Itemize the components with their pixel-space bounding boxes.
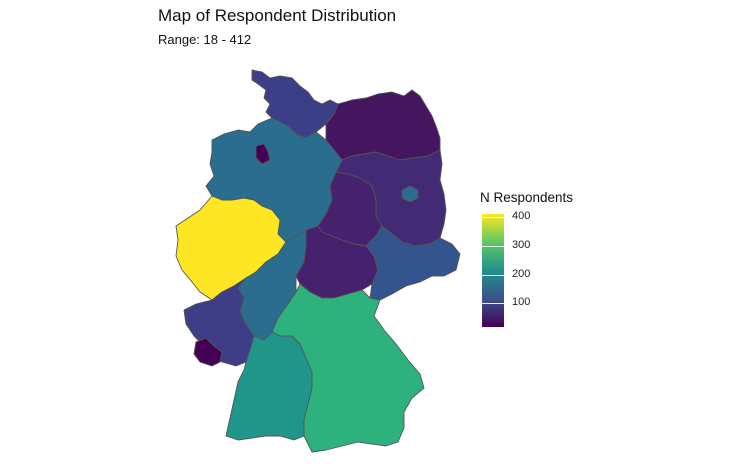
region-sachsen[interactable] — [365, 225, 461, 301]
legend-tick — [482, 303, 504, 305]
legend-title: N Respondents — [480, 190, 574, 205]
region-mecklenburg-vorpommern[interactable] — [325, 89, 441, 161]
region-schleswig-holstein[interactable] — [251, 69, 339, 139]
legend-color-bar — [482, 214, 504, 327]
legend-tick-label: 100 — [512, 296, 531, 309]
region-saarland[interactable] — [193, 337, 223, 367]
legend-tick — [482, 246, 504, 248]
legend-tick-label: 400 — [512, 210, 531, 223]
map-subtitle: Range: 18 - 412 — [158, 32, 252, 47]
map-title: Map of Respondent Distribution — [158, 6, 397, 25]
region-thueringen[interactable] — [295, 225, 379, 299]
region-berlin[interactable] — [401, 185, 419, 203]
legend-tick — [482, 274, 504, 276]
region-bayern[interactable] — [271, 283, 425, 453]
region-bremen[interactable] — [255, 143, 271, 165]
legend-tick-label: 200 — [512, 267, 531, 280]
legend-tick-label: 300 — [512, 239, 531, 252]
legend-tick — [482, 217, 504, 219]
color-legend: N Respondents 100 200 300 400 — [480, 190, 574, 327]
